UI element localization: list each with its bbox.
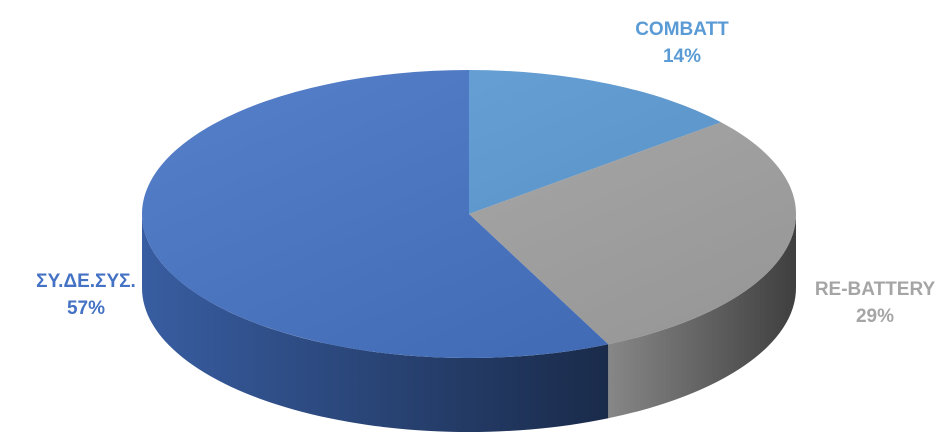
slice-label-name: ΣΥ.ΔΕ.ΣΥΣ.: [36, 271, 136, 292]
slice-label-combatt: COMBATT 14%: [604, 16, 760, 70]
pie-top-faces: [142, 70, 797, 358]
pie-top-shading: [142, 70, 796, 358]
slice-label-percent: 14%: [662, 46, 702, 67]
slice-label-percent: 29%: [855, 306, 895, 327]
slice-label-percent: 57%: [66, 298, 106, 319]
slice-side-main: [142, 214, 609, 432]
slice-label-name: COMBATT: [635, 19, 729, 40]
slice-side-re-battery: [608, 214, 796, 419]
slice-label-name: RE-BATTERY: [814, 279, 936, 300]
slice-label-sydesys: ΣΥ.ΔΕ.ΣΥΣ. 57%: [8, 268, 164, 322]
pie-side-walls: [142, 214, 796, 432]
slice-label-re-battery: RE-BATTERY 29%: [800, 276, 946, 330]
